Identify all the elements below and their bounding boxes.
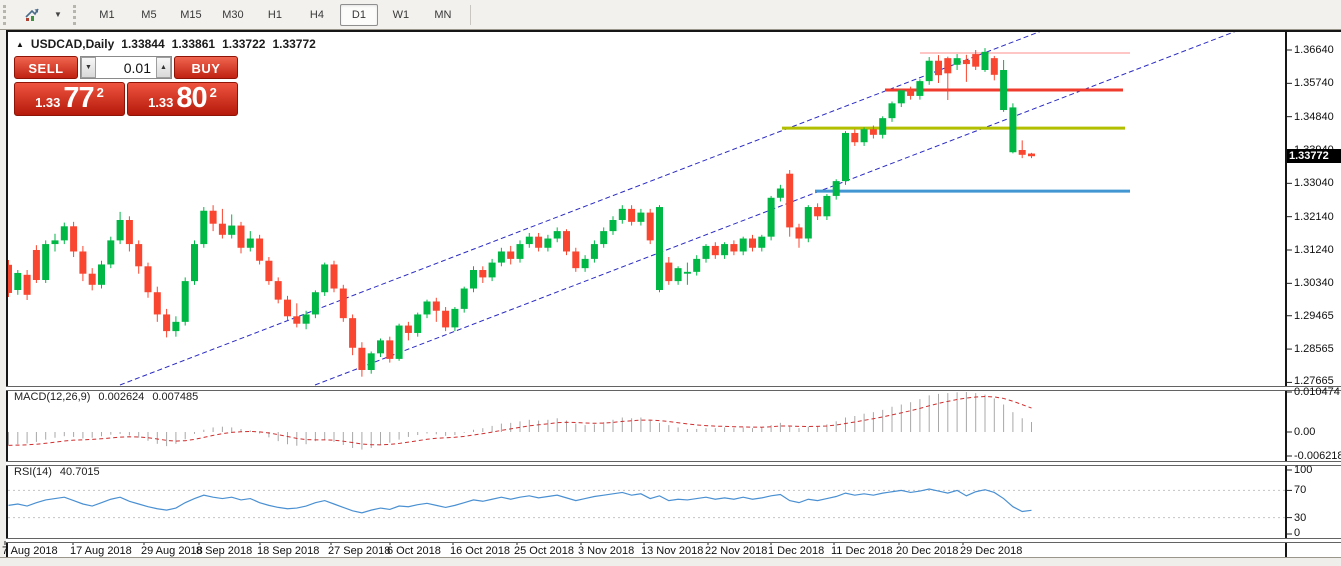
timeframe-buttons: M1 M5 M15 M30 H1 H4 D1 W1 MN — [86, 3, 464, 26]
rsi-value: 40.7015 — [59, 466, 100, 478]
macd-tick-label: 0.00 — [1294, 426, 1316, 438]
price-axis-separator — [1285, 32, 1287, 557]
macd-main-value: 0.002624 — [98, 391, 145, 403]
rsi-tick-label: 0 — [1294, 527, 1301, 539]
rsi-line — [8, 488, 1032, 514]
macd-tick-label: 0.010474 — [1294, 386, 1340, 398]
price-tick-label: 1.35740 — [1294, 77, 1334, 90]
ohlc-low: 1.33722 — [222, 37, 266, 51]
date-tick-label: 3 Nov 2018 — [578, 545, 635, 557]
date-tick-label: 29 Dec 2018 — [960, 545, 1023, 557]
date-tick-label: 25 Oct 2018 — [514, 545, 574, 557]
timeframe-button-h1[interactable]: H1 — [267, 8, 282, 21]
timeframe-button-w1[interactable]: W1 — [392, 8, 410, 21]
macd-tick-label: -0.006218 — [1294, 450, 1341, 462]
sell-button[interactable]: SELL — [14, 56, 78, 79]
sell-price-pipette: 2 — [96, 85, 104, 100]
date-tick-label: 22 Nov 2018 — [705, 545, 768, 557]
timeframe-button-d1[interactable]: D1 — [339, 3, 378, 26]
one-click-trading-panel: SELL ▼ ▲ BUY 1.33 77 2 1.33 80 2 — [14, 56, 238, 116]
buy-price-main: 80 — [176, 82, 207, 114]
rsi-pane — [8, 488, 1285, 519]
lot-increase-button[interactable]: ▲ — [156, 57, 171, 78]
lot-decrease-button[interactable]: ▼ — [81, 57, 96, 78]
buy-button[interactable]: BUY — [174, 56, 238, 79]
timeframe-button-m1[interactable]: M1 — [99, 8, 115, 21]
candles-layer — [8, 48, 1035, 377]
main-pane — [8, 32, 1236, 386]
channel-upper-line — [119, 32, 1041, 386]
rsi-label-row: RSI(14) 40.7015 — [14, 466, 100, 478]
panel-splitter-dates — [6, 538, 1341, 543]
timeframe-button-m15[interactable]: M15 — [180, 8, 202, 21]
chevron-down-icon: ▼ — [54, 10, 62, 19]
timeframe-button-m30[interactable]: M30 — [222, 8, 244, 21]
chart-tools-button[interactable]: ▼ — [16, 4, 70, 26]
channel-lower-line — [314, 32, 1236, 386]
lot-size-box: ▼ ▲ — [80, 56, 172, 79]
date-tick-label: 29 Aug 2018 — [141, 545, 203, 557]
timeframe-button-h4[interactable]: H4 — [309, 8, 324, 21]
panel-splitter-rsi[interactable] — [6, 461, 1341, 466]
price-tick-label: 1.28565 — [1294, 343, 1334, 356]
lot-size-input[interactable] — [96, 57, 156, 78]
date-tick-label: 8 Sep 2018 — [196, 545, 253, 557]
date-tick-label: 7 Aug 2018 — [2, 545, 58, 557]
ohlc-high: 1.33861 — [171, 37, 216, 51]
date-tick-label: 27 Sep 2018 — [328, 545, 391, 557]
price-tick-label: 1.33040 — [1294, 177, 1334, 190]
buy-price-pipette: 2 — [209, 85, 217, 100]
date-tick-label: 16 Oct 2018 — [450, 545, 510, 557]
toolbar: ▼ M1 M5 M15 M30 H1 H4 D1 W1 MN — [0, 0, 1341, 30]
date-tick-label: 18 Sep 2018 — [257, 545, 320, 557]
chart-arrows-icon — [25, 8, 39, 21]
date-tick-label: 13 Nov 2018 — [641, 545, 704, 557]
sell-price-main: 77 — [63, 82, 94, 114]
price-tick-label: 1.32140 — [1294, 210, 1334, 223]
timeframe-button-m5[interactable]: M5 — [141, 8, 157, 21]
macd-pane — [8, 392, 1032, 450]
date-tick-label: 17 Aug 2018 — [70, 545, 132, 557]
date-tick-label: 6 Oct 2018 — [387, 545, 441, 557]
current-price-tag: 1.33772 — [1287, 149, 1341, 164]
window-bottom-edge — [0, 557, 1341, 566]
rsi-tick-label: 100 — [1294, 464, 1313, 476]
ohlc-open: 1.33844 — [121, 37, 165, 51]
toolbar-separator — [469, 4, 471, 25]
price-tick-label: 1.30340 — [1294, 277, 1334, 290]
axis-ticks — [4, 49, 1292, 545]
date-tick-label: 1 Dec 2018 — [768, 545, 825, 557]
buy-price-prefix: 1.33 — [148, 95, 174, 110]
chart-header: ▲ USDCAD,Daily 1.33844 1.33861 1.33722 1… — [16, 37, 316, 51]
macd-signal-line — [8, 396, 1032, 446]
price-tick-label: 1.34840 — [1294, 110, 1334, 123]
buy-price-button[interactable]: 1.33 80 2 — [127, 82, 238, 116]
chart-frame-top — [6, 30, 1341, 32]
price-tick-label: 1.36640 — [1294, 44, 1334, 56]
date-tick-label: 11 Dec 2018 — [831, 545, 893, 557]
panel-splitter-macd[interactable] — [6, 386, 1341, 391]
toolbar-grip[interactable] — [3, 4, 9, 25]
rsi-name: RSI(14) — [14, 466, 52, 478]
rsi-tick-label: 70 — [1294, 484, 1307, 496]
macd-label-row: MACD(12,26,9) 0.002624 0.007485 — [14, 391, 198, 403]
macd-signal-value: 0.007485 — [152, 391, 199, 403]
timeframe-button-mn[interactable]: MN — [434, 8, 452, 21]
price-tick-label: 1.29465 — [1294, 309, 1334, 322]
toolbar-grip[interactable] — [72, 4, 79, 25]
macd-name: MACD(12,26,9) — [14, 391, 91, 403]
collapse-arrow-icon[interactable]: ▲ — [16, 39, 24, 49]
sell-price-prefix: 1.33 — [35, 95, 61, 110]
ohlc-close: 1.33772 — [272, 37, 316, 51]
rsi-tick-label: 30 — [1294, 512, 1307, 524]
date-tick-label: 20 Dec 2018 — [896, 545, 959, 557]
price-tick-label: 1.27665 — [1294, 375, 1334, 387]
chart-area — [8, 32, 1341, 557]
chart-frame-left — [6, 30, 8, 557]
sell-price-button[interactable]: 1.33 77 2 — [14, 82, 125, 116]
symbol-period-label: USDCAD,Daily — [30, 37, 115, 51]
price-tick-label: 1.31240 — [1294, 244, 1334, 256]
